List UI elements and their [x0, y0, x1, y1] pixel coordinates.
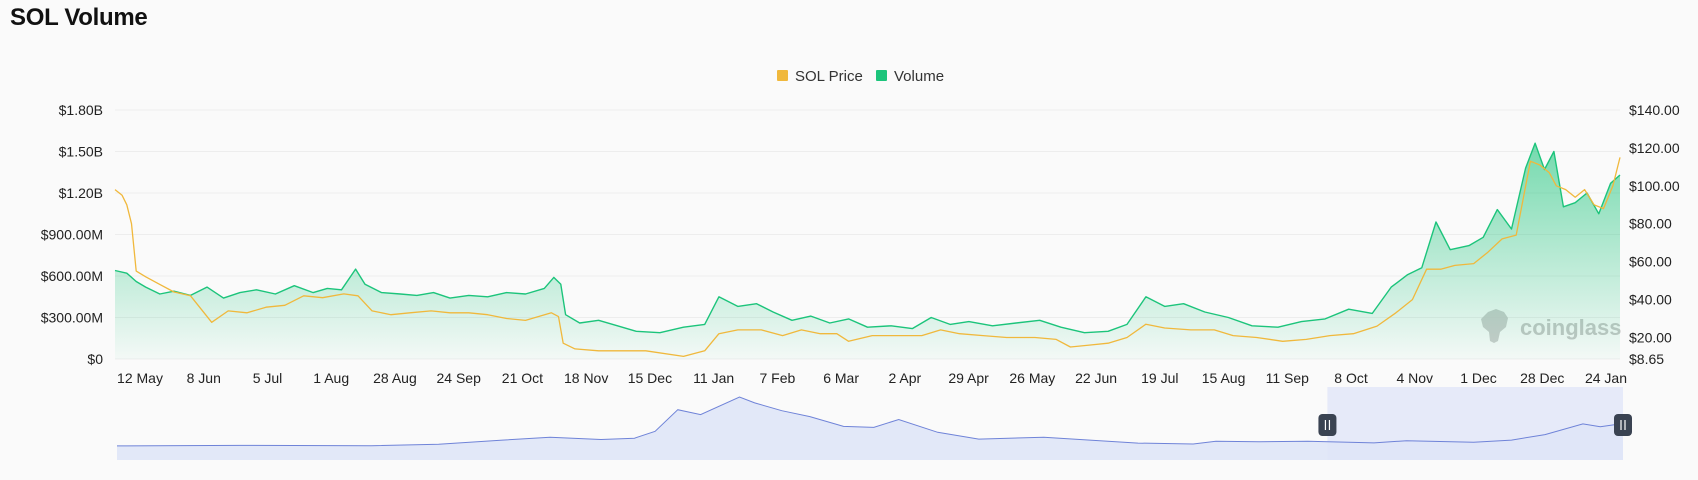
x-tick-label: 12 May — [117, 370, 163, 386]
y-left-tick-label: $300.00M — [41, 310, 103, 326]
x-tick-label: 4 Nov — [1396, 370, 1433, 386]
y-left-tick-label: $600.00M — [41, 268, 103, 284]
volume-area — [115, 143, 1620, 359]
y-right-tick-label: $20.00 — [1629, 329, 1672, 345]
x-axis: 12 May 8 Jun 5 Jul 1 Aug 28 Aug 24 Sep 21 Oct 1… — [117, 370, 1627, 386]
navigator-line — [116, 396, 1624, 447]
legend-item-volume[interactable]: Volume — [876, 68, 944, 85]
x-tick-label: 11 Sep — [1266, 370, 1310, 386]
legend-label-sol-price: SOL Price — [795, 68, 863, 85]
x-tick-label: 8 Jun — [187, 370, 221, 386]
x-tick-label: 1 Aug — [313, 370, 349, 386]
legend-swatch-volume — [876, 70, 887, 81]
x-tick-label: 6 Mar — [823, 370, 859, 386]
y-left-tick-label: $900.00M — [41, 227, 103, 243]
y-right-tick-label: $80.00 — [1629, 216, 1672, 232]
x-tick-label: 1 Dec — [1460, 370, 1497, 386]
y-right-tick-label: $60.00 — [1629, 254, 1672, 270]
y-right-tick-label: $140.00 — [1629, 102, 1680, 118]
x-tick-label: 5 Jul — [253, 370, 283, 386]
x-tick-label: 7 Feb — [759, 370, 795, 386]
y-axis-right: $8.65 $20.00 $40.00 $60.00 $80.00 $100.00 $120… — [1629, 102, 1680, 367]
y-left-tick-label: $1.80B — [59, 102, 103, 118]
plot-area[interactable] — [114, 142, 1621, 359]
y-right-tick-label: $100.00 — [1629, 178, 1680, 194]
y-right-tick-label: $120.00 — [1629, 140, 1680, 156]
legend-swatch-sol-price — [777, 70, 788, 81]
y-right-tick-label: $40.00 — [1629, 292, 1672, 308]
x-tick-label: 22 Jun — [1075, 370, 1117, 386]
page-title: SOL Volume — [10, 4, 148, 31]
navigator-handle-left[interactable] — [1318, 414, 1337, 436]
x-tick-label: 2 Apr — [889, 370, 922, 386]
x-tick-label: 28 Dec — [1520, 370, 1564, 386]
navigator-handle-right-grip[interactable] — [1614, 414, 1632, 436]
chart-legend: SOL Price Volume — [777, 68, 944, 85]
x-tick-label: 24 Sep — [437, 370, 482, 386]
x-tick-label: 18 Nov — [564, 370, 608, 386]
legend-item-sol-price[interactable]: SOL Price — [777, 68, 863, 85]
navigator-handle-left-grip[interactable] — [1318, 414, 1337, 436]
y-left-tick-label: $1.20B — [59, 185, 103, 201]
legend-label-volume: Volume — [894, 68, 944, 85]
x-tick-label: 19 Jul — [1141, 370, 1178, 386]
y-left-tick-label: $0 — [87, 351, 103, 367]
x-tick-label: 26 May — [1009, 370, 1055, 386]
navigator-area — [117, 397, 1623, 460]
x-tick-label: 21 Oct — [502, 370, 543, 386]
x-tick-label: 15 Aug — [1202, 370, 1246, 386]
y-axis-left: $0 $300.00M $600.00M $900.00M $1.20B $1.50B $1… — [41, 102, 103, 367]
x-tick-label: 29 Apr — [948, 370, 989, 386]
x-tick-label: 24 Jan — [1585, 370, 1627, 386]
x-tick-label: 8 Oct — [1334, 370, 1368, 386]
x-tick-label: 28 Aug — [373, 370, 417, 386]
price-line — [114, 157, 1621, 358]
navigator-handle-right[interactable] — [1614, 414, 1632, 436]
volume-line — [114, 142, 1621, 334]
x-tick-label: 15 Dec — [628, 370, 672, 386]
y-right-tick-label: $8.65 — [1629, 351, 1664, 367]
range-navigator[interactable] — [116, 387, 1632, 460]
x-tick-label: 11 Jan — [693, 370, 734, 386]
y-left-tick-label: $1.50B — [59, 144, 103, 160]
